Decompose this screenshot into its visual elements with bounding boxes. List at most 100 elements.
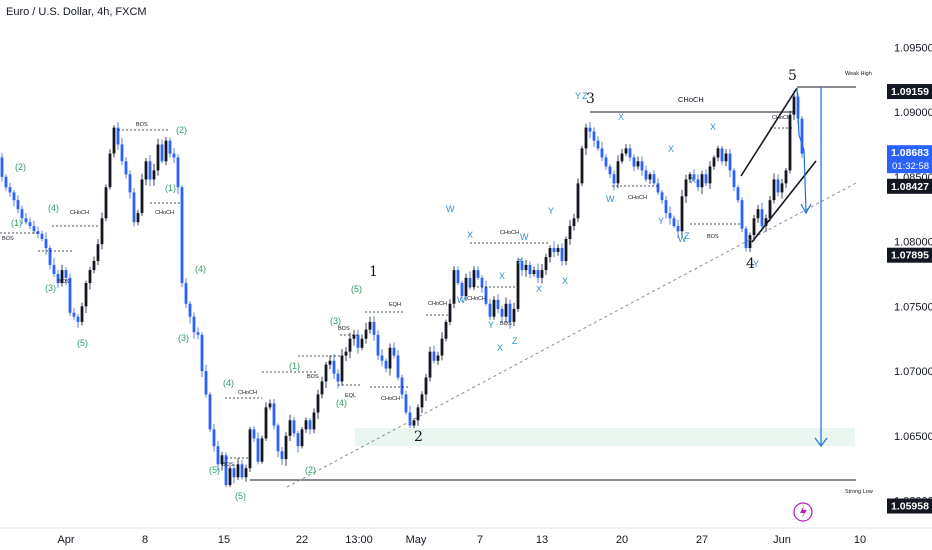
subwave-5-label: (5): [77, 338, 88, 348]
candle-up: [316, 394, 320, 413]
green-subwave-labels: (1) (2) (3) (4) (5) (2) (1) (4) (3) (4) …: [11, 125, 362, 501]
candle-up: [84, 283, 88, 307]
candle-up: [264, 407, 268, 439]
candle-up: [220, 455, 224, 465]
subwave-5-label: (5): [235, 491, 246, 501]
candle-down: [800, 118, 804, 154]
price-tag-value: 1.08683: [891, 147, 929, 159]
bos-label: BOS: [136, 122, 148, 128]
candle-up: [108, 153, 112, 188]
candle-up: [580, 148, 584, 184]
candle-down: [276, 425, 280, 452]
candle-down: [332, 360, 336, 374]
candle-up: [708, 166, 712, 184]
subwave-4-label: (4): [223, 378, 234, 388]
candle-down: [384, 360, 388, 369]
choch-label: CHoCH: [70, 210, 89, 216]
candle-up: [564, 239, 568, 262]
candle-up: [472, 270, 476, 287]
candle-down: [232, 468, 236, 478]
candle-down: [72, 312, 76, 317]
candle-down: [500, 308, 504, 317]
candle-down: [200, 334, 204, 372]
candle-down: [24, 218, 28, 223]
wedge-lower: [751, 160, 817, 243]
candle-down: [172, 153, 176, 158]
candle-down: [32, 226, 36, 232]
candle-up: [792, 96, 796, 115]
candle-up: [420, 394, 424, 408]
price-tag-value: 1.08427: [891, 181, 929, 193]
candle-up: [780, 183, 784, 193]
candle-up: [784, 170, 788, 184]
subwave-5-label: (5): [209, 465, 220, 475]
subwave-5-label: (5): [351, 284, 362, 294]
candle-up: [636, 161, 640, 167]
candle-down: [736, 187, 740, 201]
subwave-1-label: (1): [11, 218, 22, 228]
wave-labels: 1 2 3 4 5: [369, 68, 797, 445]
candle-down: [160, 144, 164, 162]
wave-4-label: 4: [746, 256, 755, 272]
candle-down: [660, 192, 664, 201]
x-tick-label: 15: [218, 534, 230, 546]
candle-down: [48, 248, 52, 265]
wave-4-low-price-tag: 1.07895: [887, 247, 932, 263]
x-label: X: [467, 230, 473, 240]
candle-down: [704, 174, 708, 184]
candle-down: [76, 316, 80, 322]
candle-down: [240, 464, 244, 478]
candle-down: [604, 157, 608, 167]
candle-up: [492, 299, 496, 317]
y-tick-label: 1.07000: [894, 366, 932, 378]
candle-down: [256, 438, 260, 462]
countdown-timer: 01:32:58: [892, 161, 929, 172]
subwave-1-label: (1): [289, 361, 300, 371]
candle-down: [168, 140, 172, 154]
candle-down: [0, 157, 4, 177]
candle-down: [480, 277, 484, 287]
candle-down: [392, 347, 396, 356]
x-tick-label: Jun: [773, 534, 791, 546]
candle-up: [416, 407, 420, 421]
wave-1-label: 1: [369, 264, 378, 280]
candle-down: [148, 161, 152, 180]
strong-low-price-tag: 1.05958: [887, 498, 932, 514]
subwave-2-label: (2): [176, 125, 187, 135]
candle-down: [40, 233, 44, 240]
subwave-2-label: (2): [15, 162, 26, 172]
candle-up: [724, 153, 728, 162]
structure-labels: BOS CHoCH BOS BOS CHoCH CHoCH BOS BOS BO…: [2, 115, 791, 468]
choch-label: CHoCH: [772, 115, 791, 121]
eql-label: EQL: [345, 393, 356, 399]
candle-down: [376, 334, 380, 356]
candle-up: [620, 153, 624, 162]
candle-down: [600, 148, 604, 158]
y-label: Y: [548, 206, 554, 216]
wedge-upper: [740, 87, 798, 177]
bos-label: BOS: [500, 321, 512, 327]
candle-down: [676, 226, 680, 232]
candle-up: [752, 218, 756, 236]
x-label: X: [536, 284, 542, 294]
candle-down: [204, 371, 208, 395]
price-tags: 1.09159 1.08683 01:32:58 1.08427 1.07895 1.05…: [887, 84, 932, 514]
z-label: Z: [684, 231, 690, 241]
y-tick-label: 1.09000: [894, 107, 932, 119]
w-label: W: [457, 295, 466, 305]
candle-up: [288, 420, 292, 436]
candle-up: [144, 161, 148, 180]
candle-up: [364, 329, 368, 339]
x-label: X: [690, 175, 696, 185]
candle-down: [208, 394, 212, 430]
candle-up: [764, 218, 768, 227]
candle-down: [652, 174, 656, 184]
candle-down: [476, 270, 480, 278]
x-label: X: [497, 343, 503, 353]
y-tick-label: 1.08000: [894, 237, 932, 249]
candle-up: [680, 196, 684, 232]
candle-down: [592, 131, 596, 141]
candle-up: [684, 179, 688, 197]
candle-down: [696, 179, 700, 188]
